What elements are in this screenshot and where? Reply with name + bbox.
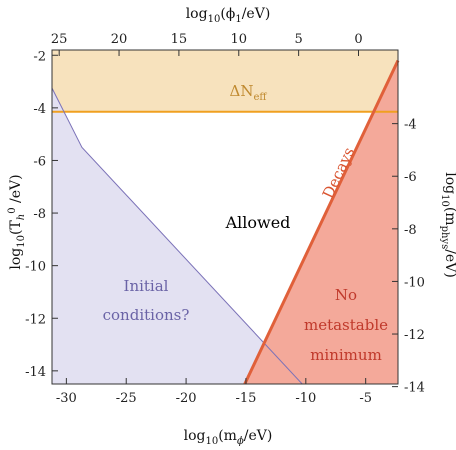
y-tick-label: -8 — [33, 207, 46, 222]
x-tick-label: -15 — [235, 391, 256, 406]
plot-frame — [51, 49, 399, 385]
y-tick-label: -4 — [33, 102, 46, 117]
top-tick-label: 25 — [51, 32, 68, 47]
axes: -30 -25 -20 -15 -10 -5 -2 -4 -6 -8 -10 -12 -14 25 20 15… — [25, 32, 425, 406]
top-tick-label: 20 — [111, 32, 128, 47]
top-tick-label: 0 — [354, 32, 362, 47]
right-tick-label: -8 — [404, 223, 417, 238]
y-tick-label: -2 — [33, 49, 46, 64]
right-tick-label: -4 — [404, 118, 417, 133]
decays-boundary-line — [243, 59, 400, 385]
top-tick-label: 5 — [294, 32, 302, 47]
right-tick-label: -14 — [404, 381, 425, 396]
initial-conditions-region — [52, 88, 303, 384]
no-metastable-label-line3: minimum — [310, 346, 382, 364]
y-tick-label: -14 — [25, 365, 46, 380]
top-x-axis-label: log10(ϕ1/eV) — [186, 6, 271, 25]
y-tick-label: -6 — [33, 154, 46, 169]
x-tick-label: -20 — [176, 391, 197, 406]
delta-neff-label: ΔNeff — [230, 82, 268, 103]
allowed-label: Allowed — [225, 213, 291, 232]
x-tick-label: -25 — [116, 391, 137, 406]
no-metastable-label-line2: metastable — [304, 316, 388, 334]
plot-area — [51, 50, 400, 385]
right-tick-label: -6 — [404, 170, 417, 185]
x-tick-label: -30 — [56, 391, 77, 406]
initial-conditions-label-line2: conditions? — [103, 306, 190, 324]
initial-conditions-label-line1: Initial — [124, 277, 169, 295]
x-tick-label: -10 — [295, 391, 316, 406]
right-tick-label: -10 — [404, 275, 425, 290]
delta-neff-region — [52, 50, 398, 112]
x-axis-label: log10(mϕ/eV) — [184, 428, 273, 447]
top-tick-label: 15 — [171, 32, 188, 47]
no-metastable-label-line1: No — [335, 286, 357, 304]
x-tick-label: -5 — [359, 391, 372, 406]
y-axis-label: log10(Th0 /eV) — [7, 174, 27, 269]
right-tick-label: -12 — [404, 328, 425, 343]
y-tick-label: -10 — [25, 260, 46, 275]
initial-conditions-boundary-line — [51, 87, 303, 385]
right-y-axis-label: log10(mphys/eV) — [439, 172, 456, 278]
y-tick-label: -12 — [25, 312, 46, 327]
top-tick-label: 10 — [230, 32, 247, 47]
